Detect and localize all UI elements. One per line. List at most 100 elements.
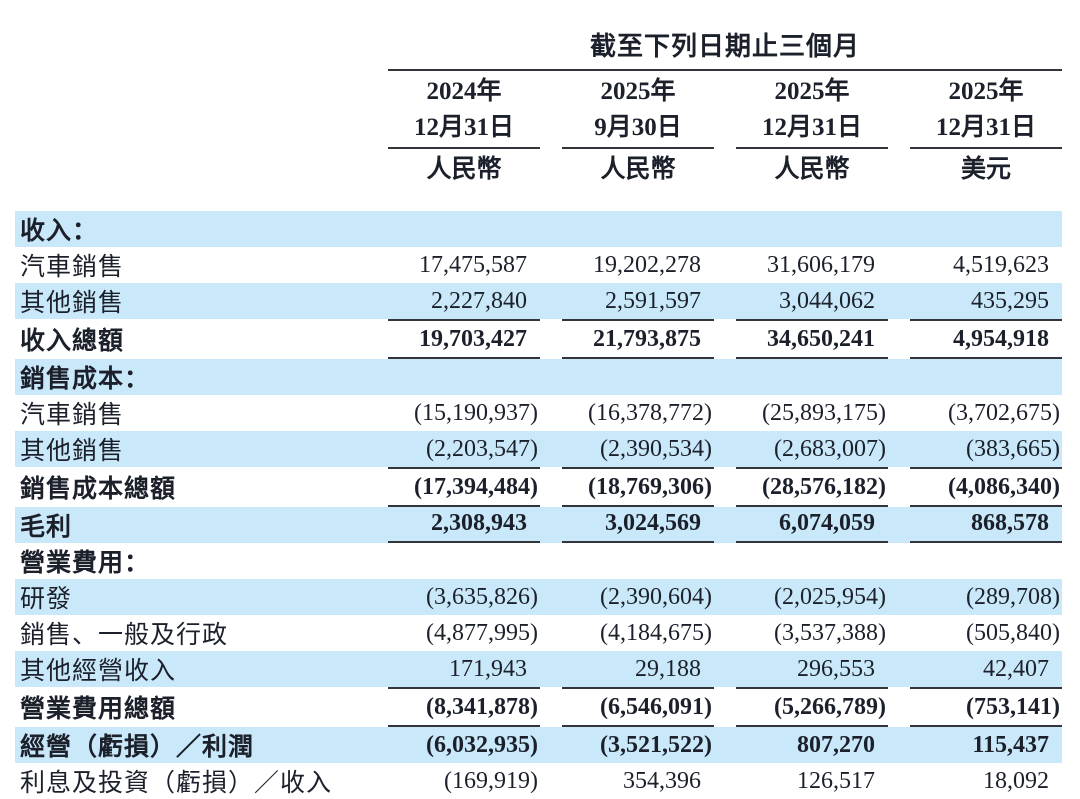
value-cell: (753,141) — [888, 687, 1063, 727]
value-cell: (2,203,547) — [366, 431, 540, 467]
value-cell: (5,266,789) — [714, 687, 888, 727]
value-cell: (2,683,007) — [714, 431, 888, 467]
page: 截至下列日期止三個月 2024年 2025年 2025年 2025年 12月31… — [0, 26, 1080, 797]
value-text: (17,394,484) — [388, 467, 540, 507]
row-label: 其他銷售 — [20, 438, 125, 465]
row-label: 汽車銷售 — [20, 254, 125, 281]
value-text: (4,086,340) — [910, 467, 1063, 507]
year-header: 2024年 — [426, 78, 502, 105]
value-text: 2,308,943 — [388, 508, 540, 543]
value-text: (28,576,182) — [736, 467, 888, 507]
value-text: 19,703,427 — [388, 319, 540, 359]
date-header: 9月30日 — [562, 107, 714, 149]
value-cell: 42,407 — [888, 651, 1062, 687]
section-header-row: 營業費用： — [15, 543, 1062, 579]
value-cell: (6,032,935) — [366, 727, 540, 763]
value-cell: 171,943 — [366, 651, 540, 687]
date-header: 12月31日 — [910, 107, 1063, 149]
title-underline: 截至下列日期止三個月 — [388, 26, 1063, 71]
row-label: 其他銷售 — [20, 290, 125, 317]
row-label: 銷售成本： — [20, 366, 151, 393]
currency-header: 人民幣 — [600, 156, 676, 183]
value-text: (16,378,772) — [588, 400, 712, 426]
value-cell — [714, 543, 888, 579]
value-cell: 34,650,241 — [714, 319, 888, 359]
value-cell: 296,553 — [714, 651, 888, 687]
value-cell: 3,024,569 — [540, 507, 714, 543]
value-text: (5,266,789) — [736, 687, 888, 727]
value-cell: (3,635,826) — [366, 579, 540, 615]
value-text: 21,793,875 — [562, 319, 714, 359]
value-text: (8,341,878) — [388, 687, 540, 727]
value-cell: (17,394,484) — [366, 467, 540, 507]
value-text: (2,203,547) — [426, 436, 538, 462]
year-header: 2025年 — [600, 78, 676, 105]
value-cell: (28,576,182) — [714, 467, 888, 507]
value-cell: 3,044,062 — [714, 283, 888, 319]
value-text: 6,074,059 — [736, 508, 888, 543]
value-cell: 4,519,623 — [888, 247, 1062, 283]
value-text: 115,437 — [972, 732, 1050, 758]
value-cell: 807,270 — [714, 727, 888, 763]
value-cell — [714, 211, 888, 247]
title-cell: 截至下列日期止三個月 — [366, 26, 1063, 71]
year-header: 2025年 — [948, 78, 1024, 105]
row-label: 銷售成本總額 — [20, 476, 177, 503]
table-title: 截至下列日期止三個月 — [590, 32, 861, 61]
value-text: (4,877,995) — [426, 620, 538, 646]
value-text: 296,553 — [797, 656, 875, 682]
value-cell: (4,086,340) — [888, 467, 1063, 507]
value-cell — [714, 359, 888, 395]
value-cell: (289,708) — [888, 579, 1062, 615]
value-text: (3,537,388) — [774, 620, 886, 646]
table-row: 銷售成本總額 (17,394,484) (18,769,306) (28,576,18… — [15, 467, 1063, 507]
value-cell: 31,606,179 — [714, 247, 888, 283]
table-row: 其他經營收入 171,943 29,188 296,553 42,407 — [15, 651, 1063, 687]
currency-header: 人民幣 — [774, 156, 850, 183]
value-cell: 29,188 — [540, 651, 714, 687]
value-text: 2,591,597 — [605, 288, 701, 314]
value-cell: (4,877,995) — [366, 615, 540, 651]
year-row: 2024年 2025年 2025年 2025年 — [15, 71, 1062, 107]
value-cell: 354,396 — [540, 763, 714, 799]
currency-row: 人民幣 人民幣 人民幣 美元 — [15, 149, 1062, 185]
value-text: 31,606,179 — [767, 252, 875, 278]
value-cell: (3,521,522) — [540, 727, 714, 763]
value-text: (3,702,675) — [948, 400, 1061, 426]
currency-header: 人民幣 — [426, 156, 502, 183]
value-text: (6,032,935) — [426, 732, 538, 758]
value-cell: 18,092 — [888, 763, 1062, 799]
value-cell: (6,546,091) — [540, 687, 714, 727]
value-text: 171,943 — [449, 656, 527, 682]
year-header-cell: 2025年 — [540, 71, 714, 107]
value-cell — [366, 543, 540, 579]
value-cell: 17,475,587 — [366, 247, 540, 283]
value-text: 2,227,840 — [431, 288, 527, 314]
value-cell: (2,390,534) — [540, 431, 714, 467]
value-cell: (16,378,772) — [540, 395, 714, 431]
value-cell: 115,437 — [888, 727, 1062, 763]
date-header-cell: 12月31日 — [714, 107, 888, 149]
value-cell: (8,341,878) — [366, 687, 540, 727]
value-text: (4,184,675) — [600, 620, 712, 646]
value-text: (505,840) — [966, 620, 1061, 646]
date-header-cell: 12月31日 — [888, 107, 1063, 149]
value-text: (6,546,091) — [562, 687, 714, 727]
table-row: 其他銷售 (2,203,547) (2,390,534) (2,683,007) (38… — [15, 431, 1063, 467]
section-header-row: 銷售成本： — [15, 359, 1063, 395]
row-label: 收入總額 — [20, 328, 125, 355]
value-cell — [366, 211, 540, 247]
value-cell: 435,295 — [888, 283, 1062, 319]
table-row: 經營（虧損）／利潤 (6,032,935) (3,521,522) 807,270 11… — [15, 727, 1063, 763]
year-header: 2025年 — [774, 78, 850, 105]
table-row: 毛利 2,308,943 3,024,569 6,074,059 868,578 — [15, 507, 1063, 543]
value-cell — [366, 359, 540, 395]
value-text: 17,475,587 — [419, 252, 527, 278]
date-header-cell: 9月30日 — [540, 107, 714, 149]
value-text: 868,578 — [910, 508, 1063, 543]
row-label: 銷售、一般及行政 — [20, 622, 229, 649]
value-cell: (15,190,937) — [366, 395, 540, 431]
header-label-spacer — [15, 71, 366, 107]
row-label: 其他經營收入 — [20, 658, 177, 685]
value-text: 34,650,241 — [736, 319, 888, 359]
